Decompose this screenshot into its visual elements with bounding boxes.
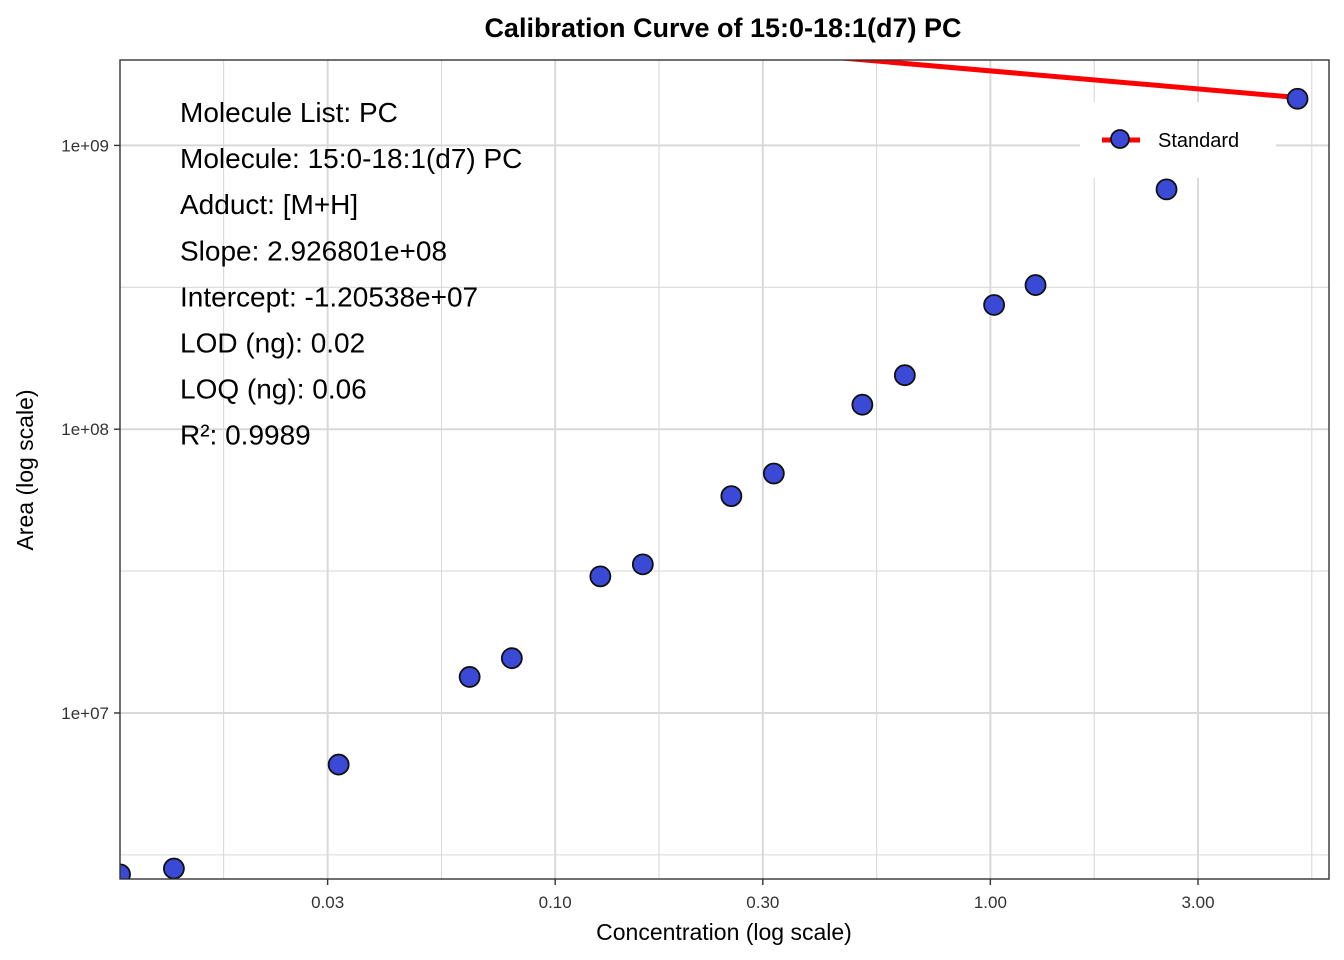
data-point xyxy=(851,393,874,416)
regression-line xyxy=(836,60,1298,101)
info-line: Molecule: 15:0-18:1(d7) PC xyxy=(180,143,522,174)
x-tick-label: 0.10 xyxy=(539,893,572,912)
panel-background xyxy=(120,60,1329,879)
data-point xyxy=(893,364,916,387)
y-tick-label: 1e+08 xyxy=(61,420,109,439)
legend-marker xyxy=(1110,129,1130,149)
y-axis-ticks: 1e+07 1e+08 1e+09 xyxy=(61,136,120,723)
x-axis-title: Concentration (log scale) xyxy=(596,919,852,945)
x-tick-label: 1.00 xyxy=(974,893,1007,912)
x-axis-ticks: 0.03 0.10 0.30 1.00 3.00 xyxy=(311,879,1215,912)
x-tick-label: 0.03 xyxy=(311,893,344,912)
data-point xyxy=(631,553,654,576)
x-tick-label: 3.00 xyxy=(1181,893,1214,912)
info-line: Slope: 2.926801e+08 xyxy=(180,235,447,266)
data-point xyxy=(163,857,185,879)
info-line: LOD (ng): 0.02 xyxy=(180,328,365,359)
data-point xyxy=(1155,178,1178,201)
panel-border xyxy=(119,59,1330,880)
data-point xyxy=(720,485,743,508)
legend: Standard xyxy=(1080,102,1276,178)
data-point xyxy=(1286,87,1309,110)
data-point xyxy=(1024,274,1047,296)
data-point xyxy=(500,647,523,670)
data-points xyxy=(120,87,1309,879)
data-point xyxy=(762,462,785,485)
x-tick-label: 0.30 xyxy=(746,893,779,912)
calibration-info: Molecule List: PC Molecule: 15:0-18:1(d7)… xyxy=(180,97,522,451)
data-point xyxy=(983,294,1006,316)
info-line: LOQ (ng): 0.06 xyxy=(180,374,367,405)
data-point xyxy=(458,666,481,688)
y-tick-label: 1e+09 xyxy=(61,136,109,155)
info-line: Intercept: -1.20538e+07 xyxy=(180,281,478,312)
info-line: R²: 0.9989 xyxy=(180,420,311,451)
y-tick-label: 1e+07 xyxy=(61,704,109,723)
legend-label: Standard xyxy=(1158,130,1239,152)
y-axis-title: Area (log scale) xyxy=(12,389,38,550)
chart-title: Calibration Curve of 15:0-18:1(d7) PC xyxy=(484,13,961,43)
info-line: Molecule List: PC xyxy=(180,97,398,128)
info-line: Adduct: [M+H] xyxy=(180,189,358,220)
data-point xyxy=(589,565,612,588)
data-point xyxy=(327,753,350,776)
data-point xyxy=(120,863,131,879)
